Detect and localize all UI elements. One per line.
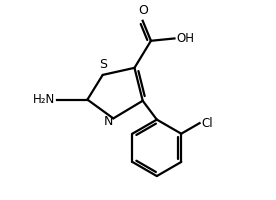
Text: OH: OH (176, 32, 194, 45)
Text: N: N (104, 115, 113, 128)
Text: S: S (99, 58, 107, 71)
Text: H₂N: H₂N (33, 93, 55, 106)
Text: Cl: Cl (201, 117, 213, 130)
Text: O: O (138, 4, 148, 17)
